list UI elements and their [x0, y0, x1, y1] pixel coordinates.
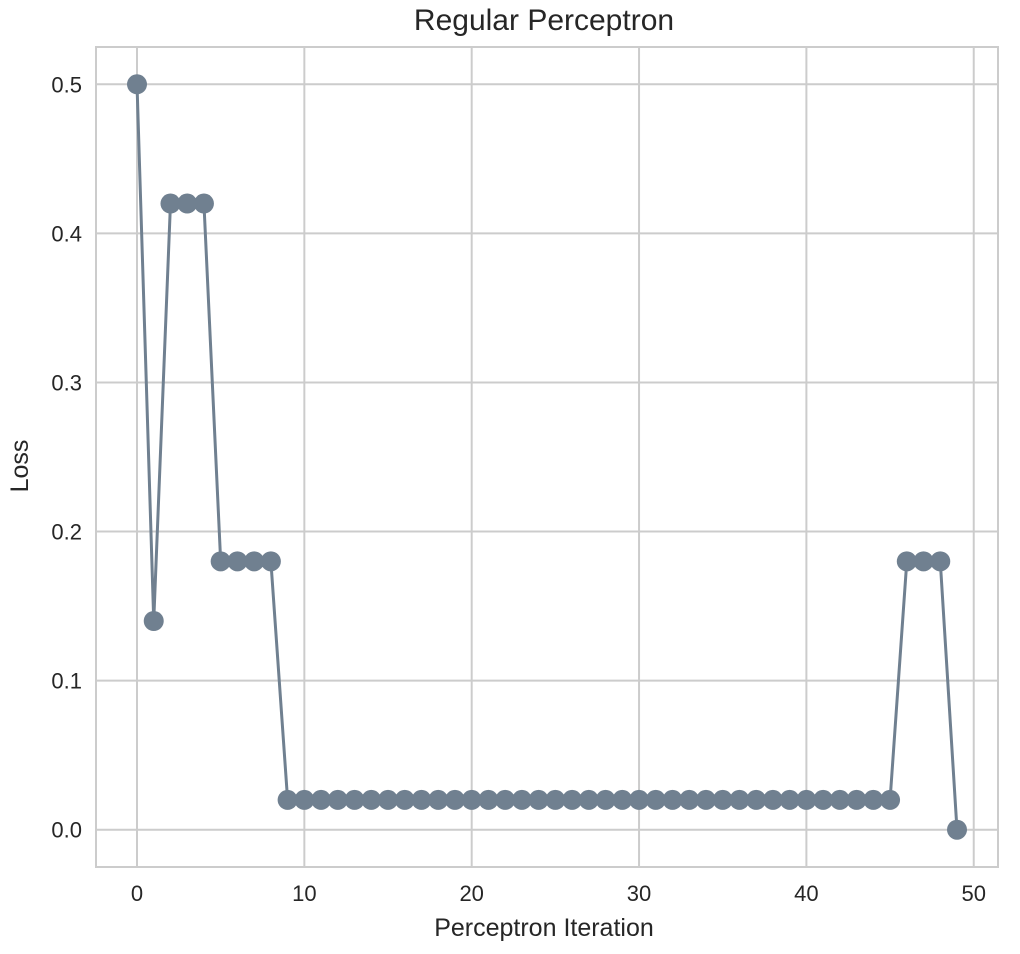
- data-point: [294, 789, 315, 810]
- data-point: [177, 193, 198, 214]
- data-point: [829, 789, 850, 810]
- data-point: [880, 789, 901, 810]
- data-point: [562, 789, 583, 810]
- x-axis-label: Perceptron Iteration: [434, 914, 654, 942]
- x-tick-label: 50: [961, 881, 985, 906]
- data-point: [695, 789, 716, 810]
- y-tick-label: 0.5: [51, 72, 82, 97]
- data-point: [545, 789, 566, 810]
- data-point: [595, 789, 616, 810]
- data-point: [344, 789, 365, 810]
- y-tick-label: 0.2: [51, 520, 82, 545]
- data-point: [729, 789, 750, 810]
- x-tick-label: 0: [131, 881, 143, 906]
- data-point: [528, 789, 549, 810]
- data-point: [260, 551, 281, 572]
- x-tick-label: 30: [627, 881, 651, 906]
- data-point: [394, 789, 415, 810]
- data-point: [495, 789, 516, 810]
- data-point: [411, 789, 432, 810]
- tick-labels: 0 10 20 30 40 50 0.0 0.1 0.2 0.3 0.4 0.5: [51, 72, 986, 906]
- data-point: [863, 789, 884, 810]
- data-point: [227, 551, 248, 572]
- data-point: [428, 789, 449, 810]
- x-tick-label: 20: [459, 881, 483, 906]
- data-point: [578, 789, 599, 810]
- data-point: [127, 74, 147, 95]
- data-point: [930, 551, 951, 572]
- grid-lines: [96, 47, 998, 867]
- data-point: [629, 789, 650, 810]
- y-tick-label: 0.4: [51, 221, 82, 246]
- data-point: [277, 789, 298, 810]
- chart-title: Regular Perceptron: [414, 4, 674, 37]
- data-point: [662, 789, 683, 810]
- data-point: [896, 551, 917, 572]
- data-point: [762, 789, 783, 810]
- data-point: [712, 789, 733, 810]
- data-point: [244, 551, 265, 572]
- data-point: [378, 789, 399, 810]
- x-tick-label: 10: [292, 881, 316, 906]
- data-point: [846, 789, 867, 810]
- x-tick-label: 40: [794, 881, 818, 906]
- data-point: [361, 789, 382, 810]
- y-axis-label: Loss: [6, 440, 34, 493]
- y-tick-label: 0.0: [51, 818, 82, 843]
- data-point: [444, 789, 465, 810]
- y-tick-label: 0.3: [51, 370, 82, 395]
- plot-background: [95, 46, 999, 868]
- data-point: [193, 193, 214, 214]
- data-series: [127, 74, 967, 840]
- data-point: [645, 789, 666, 810]
- data-point: [779, 789, 800, 810]
- data-point: [327, 789, 348, 810]
- data-point: [143, 611, 164, 631]
- data-point: [160, 193, 181, 214]
- data-point: [947, 819, 967, 840]
- data-point: [796, 789, 817, 810]
- data-point: [210, 551, 231, 572]
- data-point: [746, 789, 767, 810]
- data-point: [679, 789, 700, 810]
- data-point: [511, 789, 532, 810]
- data-point: [461, 789, 482, 810]
- data-point: [813, 789, 834, 810]
- data-point: [311, 789, 332, 810]
- data-point: [478, 789, 499, 810]
- data-point: [612, 789, 633, 810]
- data-point: [913, 551, 934, 572]
- y-tick-label: 0.1: [51, 669, 82, 694]
